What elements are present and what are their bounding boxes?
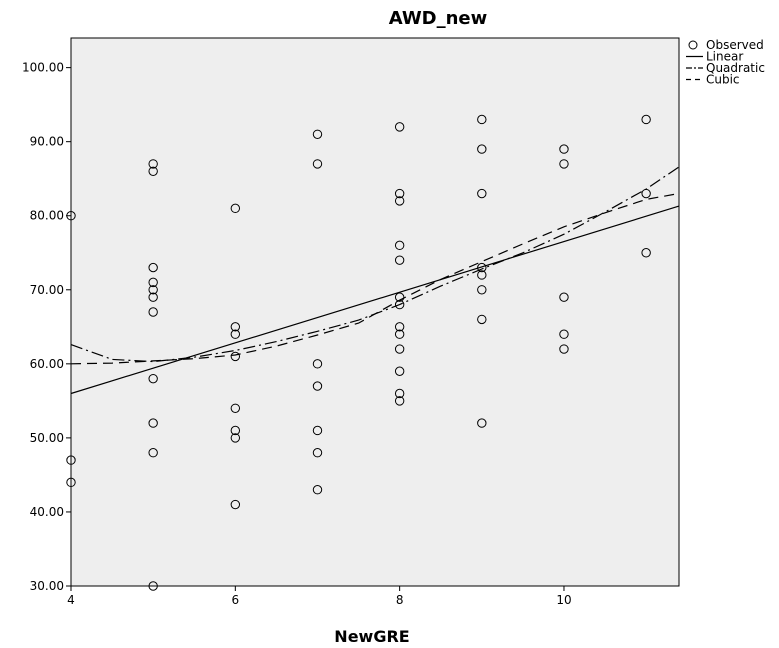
- y-tick-label: 80.00: [30, 209, 64, 223]
- observed-point: [559, 329, 569, 339]
- observed-point: [394, 344, 405, 354]
- observed-point: [230, 329, 241, 339]
- x-tick-label: 10: [556, 593, 571, 607]
- observed-point: [394, 322, 405, 332]
- observed-point: [148, 285, 158, 295]
- linear-fit-line: [70, 205, 680, 395]
- observed-point: [641, 248, 651, 258]
- observed-point: [394, 329, 405, 339]
- observed-point: [394, 255, 405, 265]
- observed-point: [66, 477, 76, 488]
- observed-point: [312, 159, 323, 169]
- observed-point: [394, 240, 405, 251]
- observed-point: [148, 373, 158, 384]
- y-tick-label: 40.00: [30, 505, 64, 519]
- y-tick-label: 50.00: [30, 431, 64, 445]
- x-tick-label: 4: [67, 593, 75, 607]
- observed-point: [477, 418, 487, 428]
- observed-point: [230, 203, 241, 214]
- observed-point: [230, 322, 241, 332]
- legend-label: Quadratic: [706, 61, 765, 75]
- observed-point: [312, 381, 323, 391]
- observed-point: [477, 144, 487, 154]
- legend-label: Observed: [706, 38, 764, 52]
- observed-points: [66, 114, 651, 591]
- observed-point: [148, 159, 158, 169]
- observed-point: [148, 581, 158, 591]
- y-axis: 30.00 40.00 50.00 60.00 70.00 80.00 90.00 100.0…: [22, 61, 71, 593]
- y-tick-label: 30.00: [30, 579, 64, 593]
- fit-lines: [70, 166, 680, 395]
- observed-point: [312, 359, 323, 369]
- observed-point: [394, 388, 405, 399]
- observed-point: [641, 114, 651, 125]
- observed-point: [394, 292, 405, 302]
- observed-point: [477, 285, 487, 295]
- observed-point: [477, 188, 487, 199]
- observed-point: [477, 314, 487, 325]
- observed-point: [394, 122, 405, 132]
- y-tick-label: 60.00: [30, 357, 64, 371]
- observed-point: [230, 433, 241, 443]
- x-tick-label: 6: [232, 593, 240, 607]
- observed-point: [559, 344, 569, 354]
- x-axis-title: NewGRE: [334, 627, 409, 646]
- observed-point: [230, 403, 241, 413]
- observed-point: [312, 485, 323, 495]
- observed-point: [148, 418, 158, 428]
- y-tick-label: 100.00: [22, 61, 64, 75]
- observed-point: [477, 114, 487, 125]
- observed-point: [148, 262, 158, 273]
- observed-point: [148, 166, 158, 176]
- observed-point: [312, 129, 323, 139]
- observed-point: [559, 144, 569, 154]
- legend-label: Cubic: [706, 73, 740, 87]
- y-tick-label: 70.00: [30, 283, 64, 297]
- observed-point: [148, 292, 158, 302]
- x-tick-label: 8: [396, 593, 404, 607]
- observed-point: [394, 366, 405, 376]
- observed-point: [559, 292, 569, 302]
- observed-point: [312, 425, 323, 436]
- observed-point: [477, 270, 487, 280]
- observed-point: [230, 425, 241, 436]
- observed-point: [312, 448, 323, 458]
- cubic-fit-line: [70, 192, 680, 365]
- plot-area: [70, 37, 680, 587]
- observed-point: [66, 455, 76, 465]
- legend-observed-symbol: [688, 40, 698, 50]
- observed-point: [559, 159, 569, 169]
- observed-point: [230, 499, 241, 510]
- observed-point: [148, 307, 158, 317]
- observed-point: [66, 211, 76, 221]
- chart-title: AWD_new: [389, 8, 488, 29]
- observed-point: [230, 351, 241, 362]
- observed-point: [394, 396, 405, 406]
- legend-label: Linear: [706, 50, 743, 64]
- x-axis: 4 6 8 10: [67, 586, 572, 607]
- observed-point: [394, 188, 405, 199]
- observed-point: [148, 277, 158, 288]
- y-tick-label: 90.00: [30, 135, 64, 149]
- observed-point: [394, 196, 405, 206]
- observed-point: [148, 448, 158, 458]
